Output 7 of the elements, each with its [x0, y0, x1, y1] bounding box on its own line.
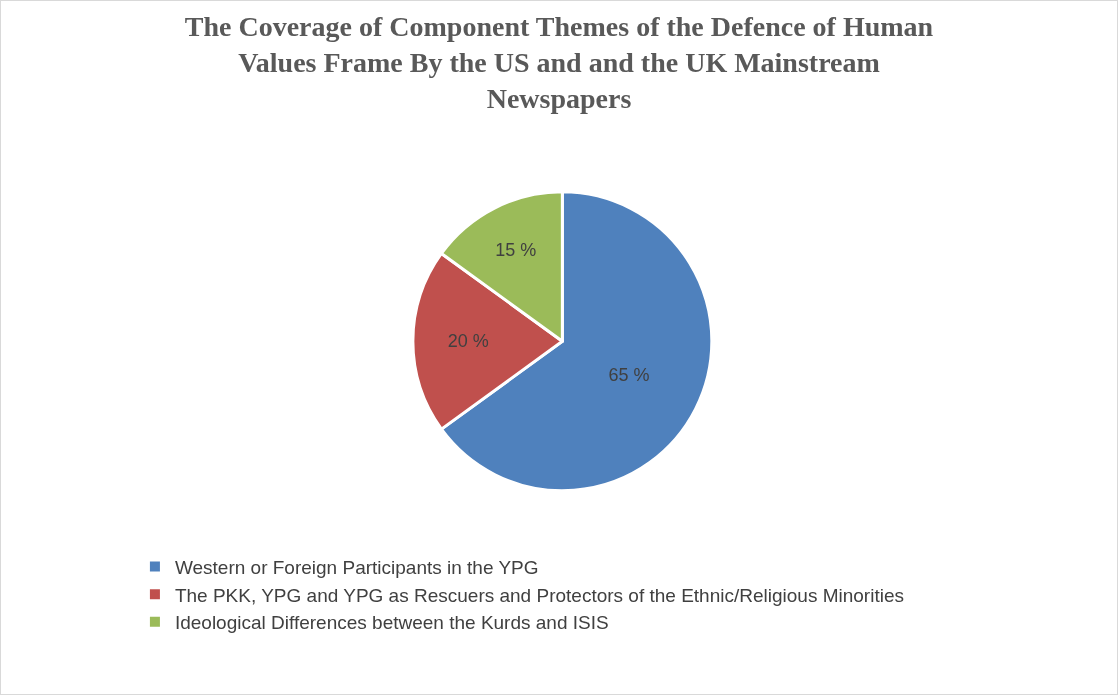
chart-title: The Coverage of Component Themes of the Defence of Human Values Frame By the US and and the UK Mainstream Newspapers	[184, 10, 934, 115]
data-label: 65 %	[608, 365, 650, 386]
legend-label: Western or Foreign Participants in the YPG	[174, 556, 539, 578]
data-label: 20 %	[447, 331, 489, 352]
legend-label: Ideological Differences between the Kurds and ISIS	[174, 612, 609, 634]
legend-label: The PKK, YPG and YPG as Rescuers and Protectors of the Ethnic/Religious Minorities	[174, 584, 904, 606]
data-label: 15 %	[495, 239, 537, 260]
